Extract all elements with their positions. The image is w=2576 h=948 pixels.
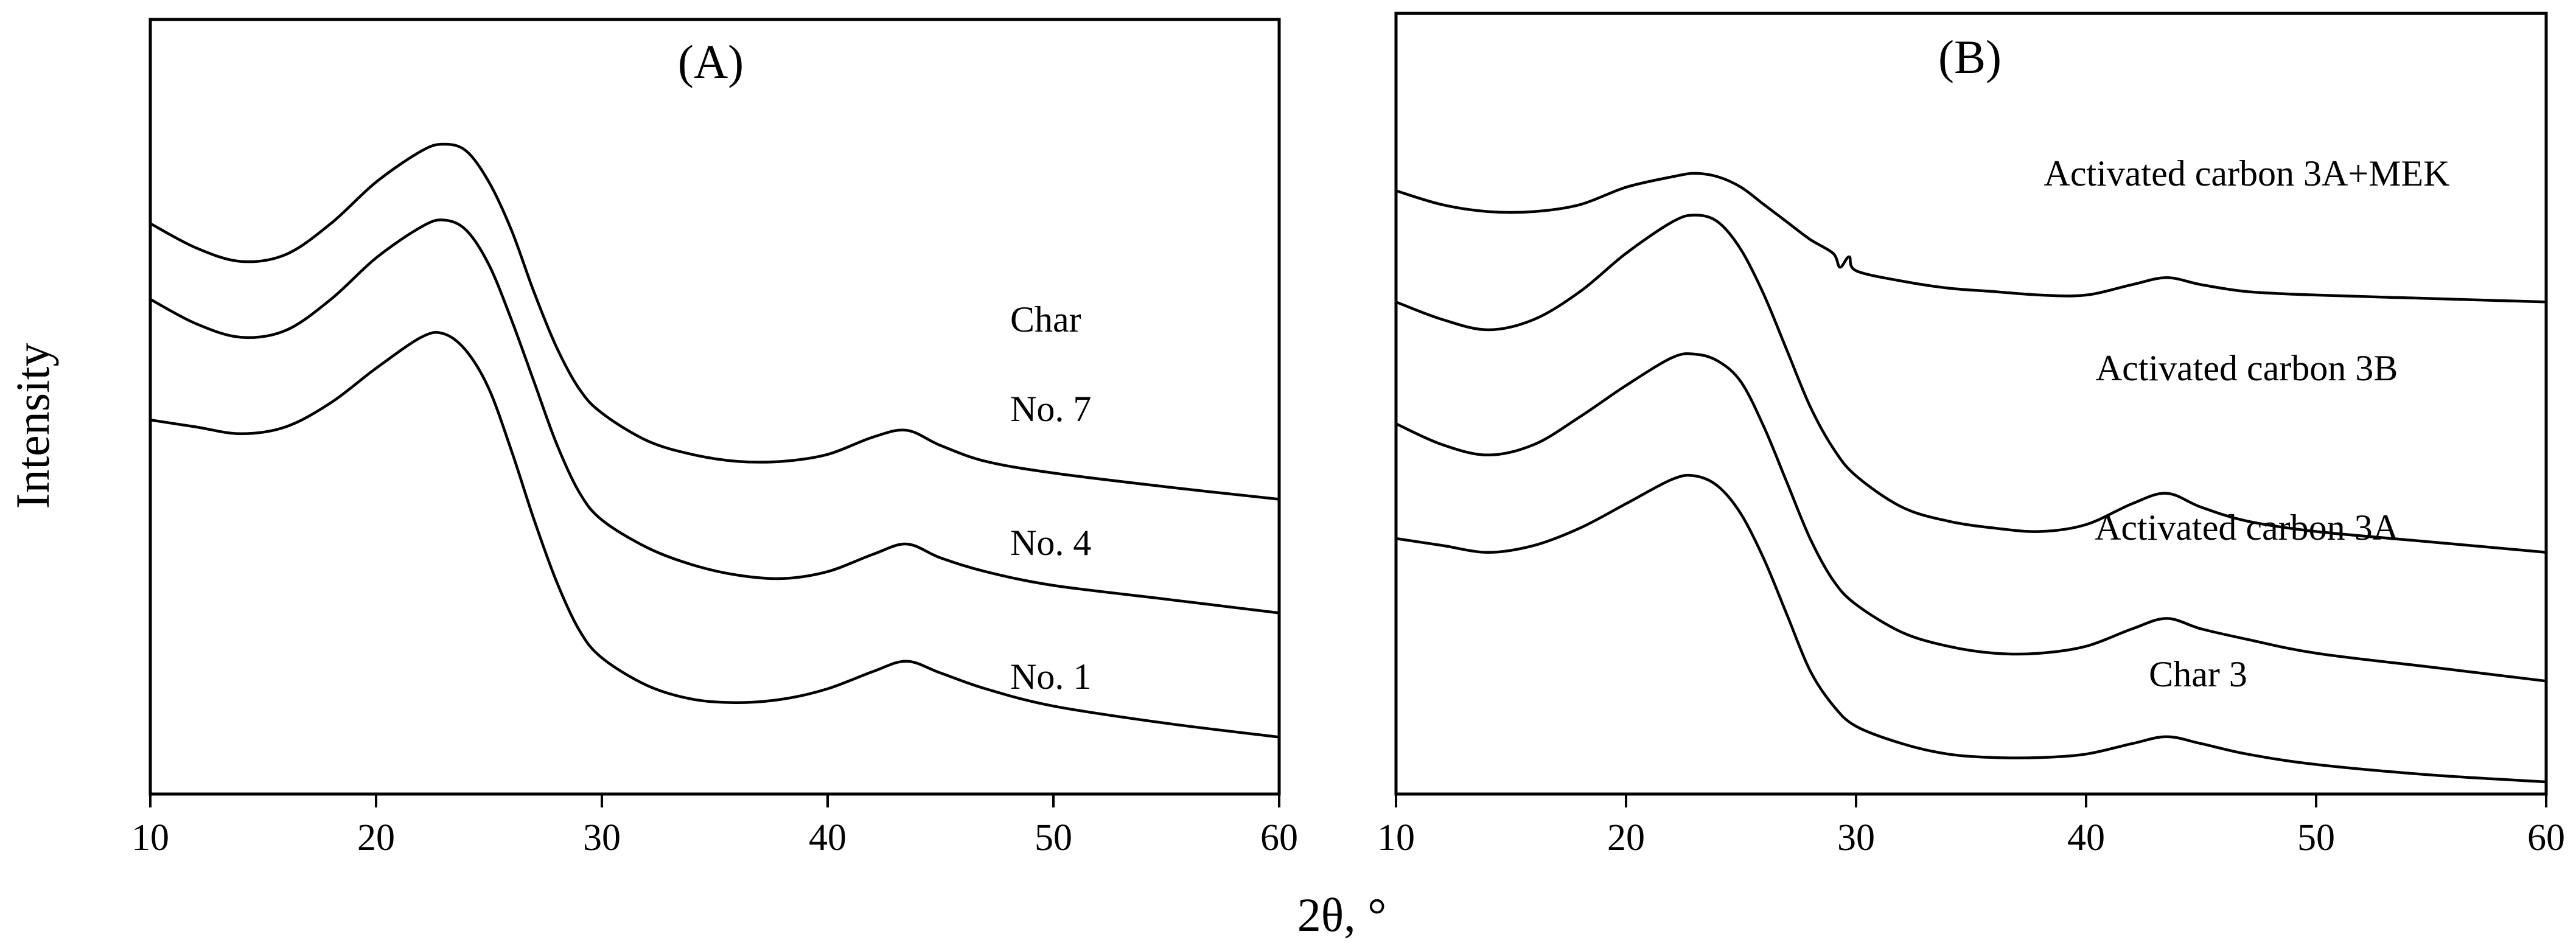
panel-b-curve-activated-carbon-3b: [1395, 214, 2547, 554]
y-axis-label: Intensity: [6, 343, 59, 509]
panel-a-curves: [149, 142, 1280, 739]
panel-b-x-ticks: [1395, 794, 2547, 807]
panel-a-x-tick-label-20: 20: [357, 817, 395, 859]
panel-b-x-tick-label-10: 10: [1377, 817, 1415, 859]
panel-b-label-activated-carbon-3b: Activated carbon 3B: [2096, 348, 2398, 388]
panel-b-curves: [1395, 172, 2547, 784]
panel-a-label-no-7: No. 7: [1010, 389, 1091, 429]
panel-b-curve-labels: Activated carbon 3A+MEK Activated carbon …: [2044, 153, 2450, 694]
panel-b-curve-activated-carbon-3a-mek: [1395, 172, 2547, 304]
x-axis-label: 2θ, °: [1297, 888, 1387, 941]
panel-b-x-tick-label-30: 30: [1837, 817, 1875, 859]
panel-b-frame: [1394, 12, 2548, 796]
panel-b-x-tick-labels: 10 20 30 40 50 60: [1377, 817, 2565, 859]
panel-a-label-no-1: No. 1: [1010, 657, 1091, 697]
panel-a-frame: [148, 18, 1281, 796]
panel-a-x-tick-label-30: 30: [583, 817, 621, 859]
panel-a-x-tick-label-50: 50: [1035, 817, 1072, 859]
panel-a-curve-no-1: [150, 330, 1280, 739]
panel-b-label-activated-carbon-3a-mek: Activated carbon 3A+MEK: [2044, 153, 2450, 193]
panel-a-x-ticks: [149, 794, 1280, 807]
panel-a-label-no-4: No. 4: [1010, 523, 1091, 563]
panel-b-x-tick-label-60: 60: [2527, 817, 2565, 859]
panel-a-x-tick-label-10: 10: [131, 817, 169, 859]
panel-b-x-tick-label-40: 40: [2067, 817, 2105, 859]
panel-a-x-tick-label-40: 40: [809, 817, 846, 859]
panel-a-x-tick-label-60: 60: [1260, 817, 1298, 859]
panel-b-title: (B): [1938, 30, 2002, 83]
panel-b-curve-char-3: [1395, 473, 2547, 784]
panel-a-curve-no-4: [149, 218, 1280, 615]
panel-b-curve-activated-carbon-3a: [1395, 352, 2547, 683]
panel-a-group-label: Char: [1010, 299, 1081, 340]
panel-a-x-tick-labels: 10 20 30 40 50 60: [131, 817, 1298, 859]
panel-b-x-tick-label-50: 50: [2297, 817, 2335, 859]
panel-b: (B) 10 20 30 40 50 60 Activated carbon 3A+MEK…: [1377, 12, 2565, 859]
panel-a-curve-labels: No. 7 No. 4 No. 1: [1010, 389, 1091, 697]
panel-b-x-tick-label-20: 20: [1607, 817, 1645, 859]
panel-a-title: (A): [678, 35, 744, 88]
panel-a: (A) Char 10 20 30 40 50 60 No. 7 No. 4 No. 1: [131, 18, 1298, 859]
panel-a-curve-no-7: [149, 142, 1280, 501]
panel-b-label-char-3: Char 3: [2149, 654, 2247, 694]
panel-b-label-activated-carbon-3a: Activated carbon 3A: [2095, 507, 2399, 548]
